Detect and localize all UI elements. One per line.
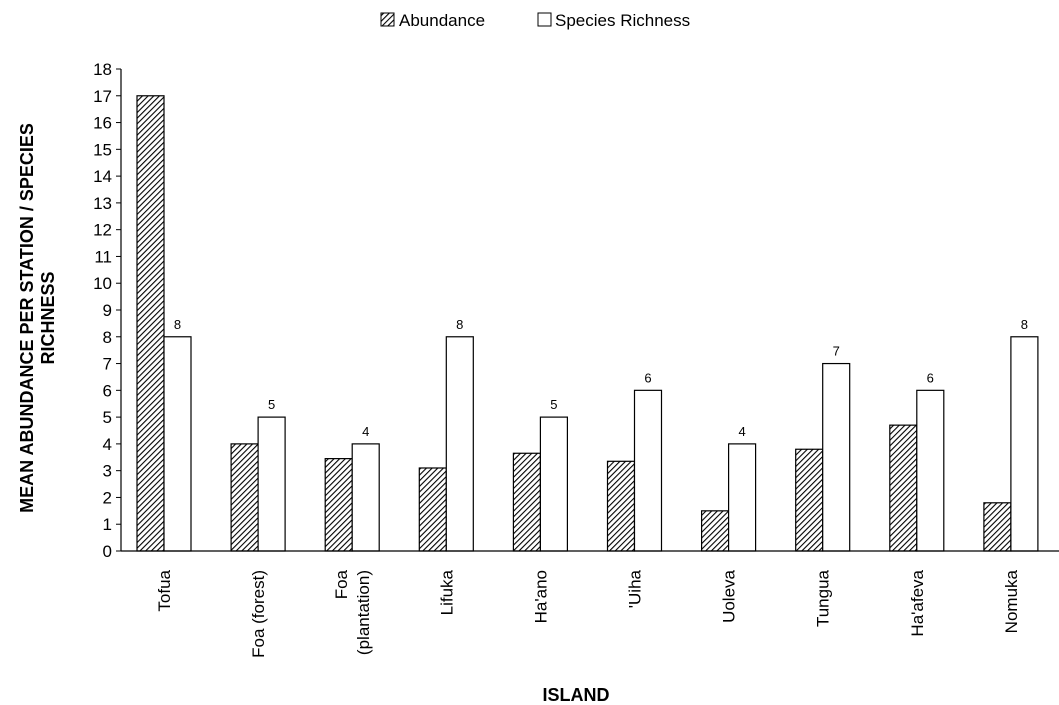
bar-abundance (700, 510, 730, 552)
data-label-species-richness: 5 (550, 397, 557, 412)
bar-species-richness (916, 389, 945, 552)
legend-label-abundance: Abundance (399, 11, 485, 30)
category-label: Ha'ano (531, 570, 550, 623)
bar-species-richness (163, 336, 192, 552)
y-tick-label: 8 (103, 328, 112, 347)
y-tick-label: 14 (93, 167, 112, 186)
y-tick-label: 15 (93, 140, 112, 159)
category-label: Lifuka (437, 569, 456, 615)
bar-abundance (606, 460, 636, 552)
bar-abundance (512, 452, 542, 552)
data-label-species-richness: 8 (1021, 317, 1028, 332)
bar-species-richness (351, 443, 380, 552)
y-tick-label: 11 (94, 247, 112, 266)
category-label: Foa (forest) (249, 570, 268, 658)
bar-species-richness (633, 389, 663, 552)
legend-swatch-abundance (380, 12, 395, 27)
category-label: Tungua (814, 569, 833, 627)
category-label: (plantation) (354, 570, 373, 655)
y-tick-label: 13 (93, 194, 112, 213)
data-label-species-richness: 7 (833, 344, 840, 359)
data-label-species-richness: 5 (268, 397, 275, 412)
data-label-species-richness: 8 (456, 317, 463, 332)
bar-species-richness (822, 362, 851, 552)
y-tick-label: 4 (103, 435, 112, 454)
y-tick-label: 7 (103, 355, 112, 374)
y-axis-title-line-1: MEAN ABUNDANCE PER STATION / SPECIES (17, 123, 37, 513)
category-label: Uoleva (720, 569, 739, 622)
y-tick-label: 10 (93, 274, 112, 293)
bar-species-richness (1010, 336, 1039, 552)
bar-species-richness (539, 416, 569, 552)
y-tick-label: 3 (103, 462, 112, 481)
y-tick-label: 16 (93, 114, 112, 133)
bar-abundance (418, 467, 447, 552)
y-tick-label: 2 (103, 488, 112, 507)
bar-abundance (983, 502, 1012, 552)
y-tick-label: 0 (103, 542, 112, 561)
y-tick-label: 9 (103, 301, 112, 320)
legend-swatch-species-richness (537, 12, 552, 27)
bar-species-richness (727, 443, 757, 552)
data-labels: 8 5 4 8 5 6 4 7 6 8 (174, 317, 1028, 439)
x-axis-title: ISLAND (543, 685, 610, 705)
legend-label-species-richness: Species Richness (555, 11, 690, 30)
data-label-species-richness: 6 (644, 370, 651, 385)
data-label-species-richness: 4 (362, 424, 369, 439)
y-tick-label: 6 (103, 381, 112, 400)
category-label: 'Uiha (626, 569, 645, 608)
y-tick-label: 18 (93, 60, 112, 79)
data-label-species-richness: 4 (738, 424, 745, 439)
y-tick-label: 5 (103, 408, 112, 427)
category-labels: Tofua Foa (forest) Foa (plantation) Lifuka Ha… (155, 569, 1021, 657)
bar-abundance (230, 443, 259, 552)
category-label: Nomuka (1002, 569, 1021, 633)
y-tick-label: 12 (93, 221, 112, 240)
category-label: Ha'afeva (908, 569, 927, 636)
bar-abundance (324, 458, 353, 552)
bar-abundance (136, 95, 165, 552)
y-axis-title-line-2: RICHNESS (38, 271, 58, 364)
y-axis-title: MEAN ABUNDANCE PER STATION / SPECIES RIC… (17, 123, 58, 513)
category-label: Tofua (155, 569, 174, 611)
category-label: Foa (332, 569, 351, 599)
data-label-species-richness: 6 (927, 370, 934, 385)
y-tick-label: 17 (93, 87, 112, 106)
y-tick-label: 1 (103, 515, 112, 534)
bar-abundance (889, 424, 918, 552)
bar-abundance (795, 448, 824, 552)
legend: Abundance Species Richness (380, 11, 690, 30)
bar-species-richness (257, 416, 286, 552)
data-label-species-richness: 8 (174, 317, 181, 332)
bar-species-richness (445, 336, 474, 552)
bars (136, 95, 1039, 552)
